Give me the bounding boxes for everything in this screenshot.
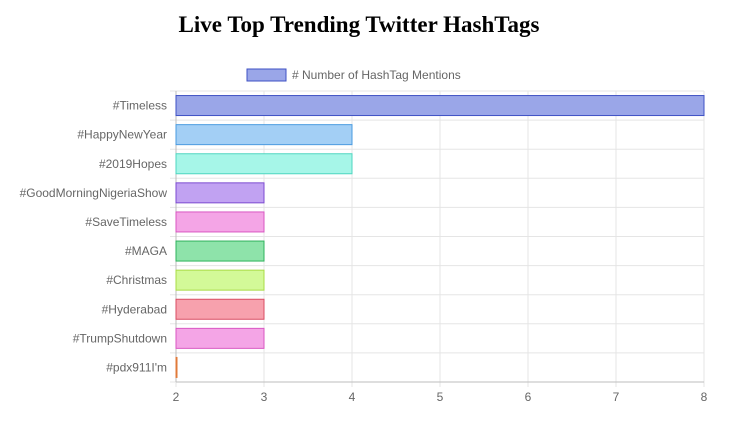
bar[interactable] [175, 298, 265, 320]
bar[interactable] [175, 211, 265, 233]
category-label: #Hyderabad [102, 302, 167, 316]
x-tick-label: 8 [701, 390, 708, 404]
x-tick-label: 4 [349, 390, 356, 404]
category-label: #Christmas [106, 273, 167, 287]
legend-swatch [246, 68, 287, 82]
x-tick-labels: 2 3 4 5 6 7 8 [173, 390, 708, 404]
x-tick-label: 5 [437, 390, 444, 404]
category-label: #2019Hopes [99, 157, 167, 171]
bar[interactable] [175, 153, 353, 175]
bars [175, 95, 705, 378]
bar[interactable] [175, 240, 265, 262]
category-labels: #Timeless #HappyNewYear #2019Hopes #GoodMor… [20, 99, 168, 375]
bar[interactable] [175, 182, 265, 204]
bar[interactable] [175, 356, 178, 378]
x-tick-label: 3 [261, 390, 268, 404]
category-label: #TrumpShutdown [73, 331, 167, 345]
legend-label: # Number of HashTag Mentions [292, 68, 461, 82]
legend[interactable]: # Number of HashTag Mentions [246, 68, 461, 82]
bar[interactable] [175, 327, 265, 349]
category-label: #GoodMorningNigeriaShow [20, 186, 168, 200]
category-label: #Timeless [113, 99, 167, 113]
bar[interactable] [175, 269, 265, 291]
page-title: Live Top Trending Twitter HashTags [178, 12, 540, 37]
x-tick-label: 2 [173, 390, 180, 404]
x-tick-label: 6 [525, 390, 532, 404]
bar[interactable] [175, 124, 353, 146]
category-label: #SaveTimeless [85, 215, 167, 229]
x-tick-label: 7 [613, 390, 620, 404]
category-label: #MAGA [125, 244, 167, 258]
category-label: #HappyNewYear [77, 128, 167, 142]
category-label: #pdx911I'm [106, 360, 167, 374]
bar[interactable] [175, 95, 705, 117]
